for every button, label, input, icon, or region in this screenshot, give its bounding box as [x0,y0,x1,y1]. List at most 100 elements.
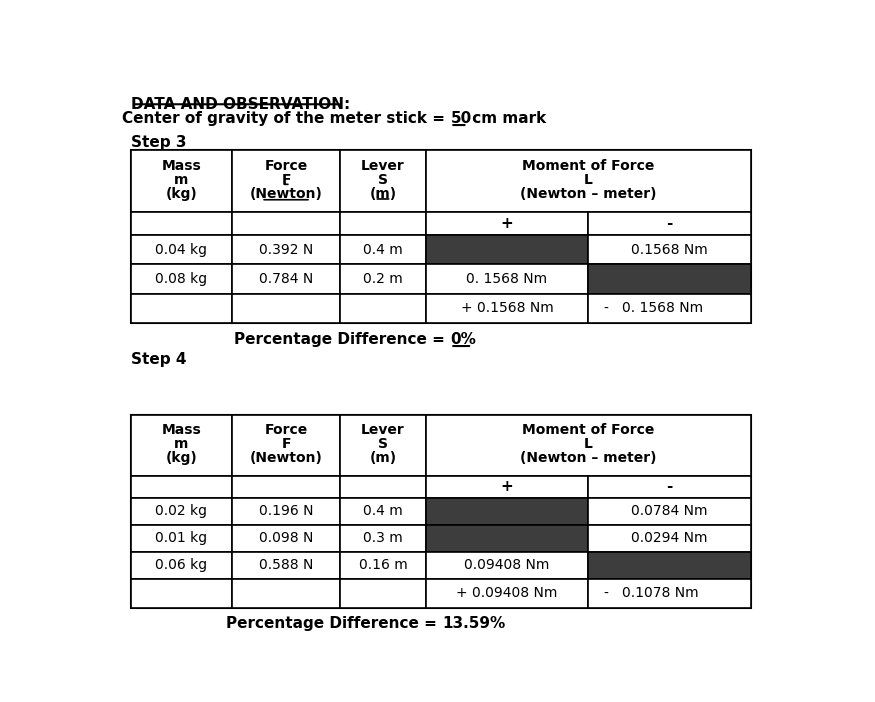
Bar [340,415,425,476]
Text: (kg): (kg) [165,187,198,201]
Text: (Newton): (Newton) [249,451,323,465]
Text: (kg): (kg) [165,451,198,465]
Text: L: L [584,173,592,187]
Text: (m): (m) [369,451,396,465]
Bar [425,265,588,293]
Text: + 0.1568 Nm: + 0.1568 Nm [460,301,553,315]
Text: m: m [174,173,189,187]
Text: -: - [667,216,673,231]
Text: 0.588 N: 0.588 N [259,558,313,572]
Bar [131,150,232,212]
Text: 0.09408 Nm: 0.09408 Nm [465,558,550,572]
Text: Step 4: Step 4 [131,352,186,367]
Text: 13.59%: 13.59% [443,616,506,630]
Bar [425,150,751,212]
Text: Percentage Difference =: Percentage Difference = [234,332,451,347]
Text: F: F [282,437,290,451]
Bar [588,235,751,265]
Bar [425,552,588,578]
Text: Lever: Lever [361,423,405,437]
Text: 0.098 N: 0.098 N [259,531,313,545]
Bar [232,415,340,476]
Bar [425,415,751,476]
Text: Center of gravity of the meter stick =: Center of gravity of the meter stick = [123,112,451,126]
Text: 0.392 N: 0.392 N [259,243,313,257]
Text: Mass: Mass [162,423,201,437]
Bar [588,265,751,293]
Bar [131,415,751,608]
Text: 0.196 N: 0.196 N [259,504,313,518]
Bar [131,415,232,476]
Text: + 0.09408 Nm: + 0.09408 Nm [456,586,557,600]
Bar [340,498,425,524]
Text: +: + [500,479,514,494]
Text: Lever: Lever [361,159,405,173]
Text: Moment of Force: Moment of Force [522,159,654,173]
Bar [425,578,588,608]
Text: Force: Force [264,423,308,437]
Bar [232,524,340,552]
Text: S: S [378,173,388,187]
Text: Percentage Difference =: Percentage Difference = [227,616,443,630]
Text: 0.04 kg: 0.04 kg [156,243,207,257]
Bar [588,476,751,498]
Text: 0.1568 Nm: 0.1568 Nm [632,243,708,257]
Text: F: F [282,173,290,187]
Bar [340,524,425,552]
Text: 0.3 m: 0.3 m [363,531,403,545]
Text: Force: Force [264,159,308,173]
Text: 0.01 kg: 0.01 kg [156,531,207,545]
Bar [425,293,588,323]
Bar [340,578,425,608]
Bar [131,498,232,524]
Text: S: S [378,437,388,451]
Text: (Newton): (Newton) [249,187,323,201]
Bar [425,476,588,498]
Bar [131,293,232,323]
Bar [588,498,751,524]
Text: 0.4 m: 0.4 m [363,504,403,518]
Bar [340,235,425,265]
Bar [232,212,340,235]
Bar [232,235,340,265]
Text: L: L [584,437,592,451]
Bar [131,524,232,552]
Text: 0.16 m: 0.16 m [359,558,408,572]
Bar [588,552,751,578]
Bar [131,265,232,293]
Text: -   0. 1568 Nm: - 0. 1568 Nm [604,301,703,315]
Text: 0.0294 Nm: 0.0294 Nm [632,531,708,545]
Text: 0.08 kg: 0.08 kg [156,272,207,286]
Text: 0.02 kg: 0.02 kg [156,504,207,518]
Bar [588,293,751,323]
Bar [588,524,751,552]
Bar [131,150,751,323]
Bar [340,293,425,323]
Bar [131,552,232,578]
Text: cm mark: cm mark [467,112,547,126]
Text: 0.0784 Nm: 0.0784 Nm [632,504,708,518]
Bar [232,265,340,293]
Text: (Newton – meter): (Newton – meter) [520,451,656,465]
Bar [232,150,340,212]
Text: 0.4 m: 0.4 m [363,243,403,257]
Bar [425,524,588,552]
Bar [340,212,425,235]
Text: 0%: 0% [451,332,476,347]
Bar [232,293,340,323]
Text: -   0.1078 Nm: - 0.1078 Nm [604,586,698,600]
Bar [131,476,232,498]
Bar [232,498,340,524]
Bar [131,212,232,235]
Bar [425,498,588,524]
Text: 0.06 kg: 0.06 kg [156,558,207,572]
Bar [232,476,340,498]
Text: (Newton – meter): (Newton – meter) [520,187,656,201]
Bar [131,235,232,265]
Bar [131,578,232,608]
Text: DATA AND OBSERVATION:: DATA AND OBSERVATION: [131,98,350,112]
Bar [232,552,340,578]
Bar [340,476,425,498]
Text: 0.784 N: 0.784 N [259,272,313,286]
Bar [588,212,751,235]
